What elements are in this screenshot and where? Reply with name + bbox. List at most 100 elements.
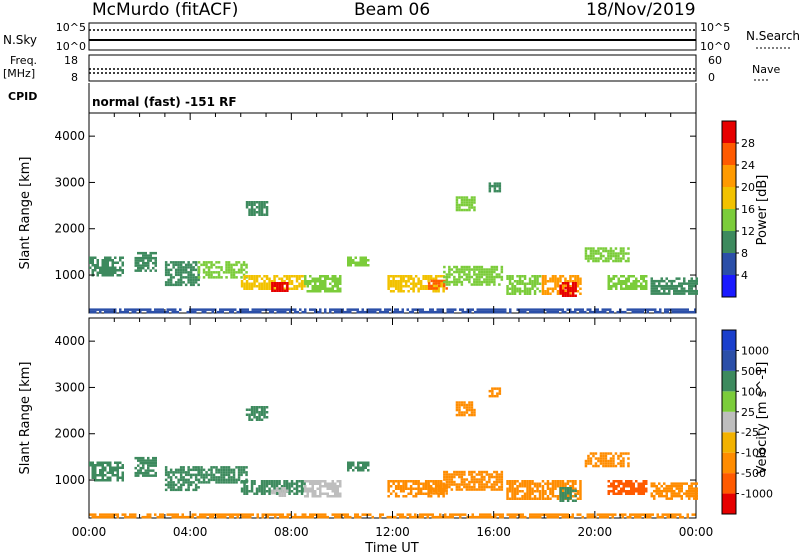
echo-cell (283, 280, 286, 283)
echo-cell (220, 276, 223, 279)
echo-cell (455, 413, 459, 417)
echo-cell (94, 266, 97, 269)
colorbar-swatch (722, 275, 736, 297)
echo-cell (485, 283, 489, 286)
echo-cell (164, 473, 168, 477)
echo-cell (569, 285, 572, 288)
echo-cell (204, 310, 207, 314)
echo-cell (152, 266, 155, 270)
echo-cell (401, 513, 404, 516)
echo-cell (432, 487, 435, 490)
echo-cell (470, 406, 474, 409)
echo-cell (493, 480, 496, 484)
echo-cell (470, 283, 474, 286)
station-title: McMurdo (fitACF) (92, 0, 239, 20)
echo-cell (156, 310, 159, 314)
echo-cell (217, 478, 221, 482)
echo-cell (531, 287, 534, 290)
echo-cell (437, 275, 440, 278)
echo-cell (663, 289, 666, 293)
echo-cell (680, 282, 683, 285)
echo-cell (167, 263, 170, 267)
echo-cell (121, 264, 124, 267)
echo-cell (116, 471, 119, 474)
echo-cell (111, 471, 114, 474)
echo-cell (94, 256, 97, 259)
echo-cell (286, 284, 289, 287)
echo-cell (458, 203, 461, 207)
echo-cell (518, 497, 522, 500)
echo-cell (653, 484, 656, 488)
echo-cell (250, 487, 254, 490)
echo-cell (579, 485, 582, 488)
echo-cell (174, 310, 177, 314)
echo-cell (255, 408, 259, 411)
echo-cell (678, 282, 681, 285)
echo-cell (144, 254, 147, 257)
echo-cell (255, 280, 259, 283)
echo-cell (220, 476, 223, 479)
echo-cell (329, 282, 332, 285)
echo-cell (139, 466, 142, 470)
echo-cell (397, 275, 400, 278)
echo-cell (455, 488, 459, 491)
echo-region (455, 196, 476, 212)
echo-cell (468, 273, 471, 276)
echo-cell (119, 308, 122, 311)
echo-cell (319, 280, 322, 283)
echo-cell (574, 487, 577, 490)
echo-cell (483, 485, 486, 489)
echo-cell (336, 310, 339, 314)
echo-cell (461, 308, 464, 311)
echo-cell (251, 308, 254, 311)
echo-cell (483, 478, 486, 481)
echo-cell (551, 290, 555, 293)
echo-cell (615, 285, 618, 288)
echo-cell (642, 285, 645, 288)
colorbar-swatch (722, 473, 736, 494)
echo-cell (301, 515, 304, 519)
echo-cell (571, 282, 575, 285)
echo-cell (235, 261, 238, 264)
echo-cell (164, 283, 168, 287)
echo-cell (443, 483, 446, 486)
echo-cell (243, 480, 246, 483)
echo-cell (564, 285, 567, 288)
echo-cell (526, 308, 529, 311)
echo-cell (506, 513, 509, 516)
echo-cell (329, 487, 332, 490)
colorbar-tick-label: 20 (741, 181, 755, 194)
echo-cell (626, 308, 629, 311)
colorbar-tick-label: 4 (741, 269, 748, 282)
echo-cell (182, 271, 185, 274)
echo-cell (286, 308, 289, 311)
echo-cell (196, 515, 199, 519)
echo-cell (121, 466, 124, 469)
echo-cell (245, 487, 249, 490)
echo-cell (630, 487, 633, 490)
echo-cell (389, 485, 393, 488)
echo-cell (304, 275, 307, 278)
echo-cell (231, 308, 234, 311)
echo-cell (690, 284, 693, 288)
echo-cell (366, 310, 369, 314)
echo-cell (449, 310, 452, 314)
echo-cell (321, 515, 324, 519)
echo-cell (541, 495, 545, 498)
echo-cell (549, 287, 552, 290)
echo-cell (636, 515, 639, 519)
echo-cell (357, 464, 360, 467)
echo-cell (443, 270, 446, 274)
echo-cell (184, 268, 188, 272)
echo-cell (615, 287, 618, 290)
echo-cell (271, 308, 274, 311)
echo-cell (232, 478, 236, 482)
echo-cell (263, 480, 266, 483)
echo-cell (298, 275, 301, 278)
echo-cell (604, 464, 608, 468)
echo-cell (134, 308, 137, 311)
echo-cell (601, 513, 604, 516)
echo-cell (498, 480, 501, 484)
echo-cell (220, 473, 223, 477)
echo-cell (314, 282, 317, 285)
